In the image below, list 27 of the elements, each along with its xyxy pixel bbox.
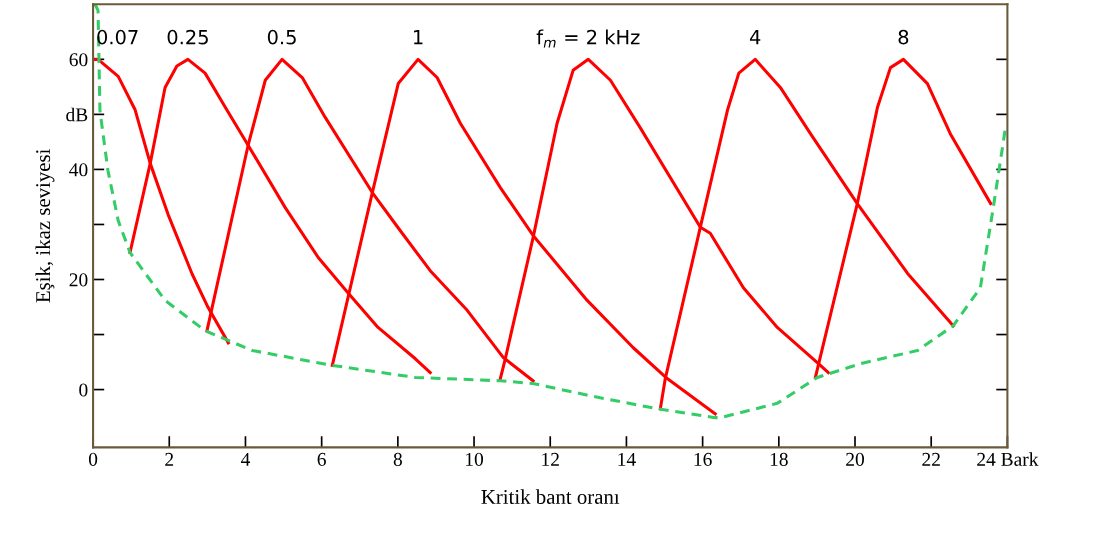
x-tick-label: 20 <box>846 452 864 466</box>
y-tick-label: 20 <box>69 273 88 287</box>
series-label: 8 <box>898 29 909 45</box>
y-tick-label: 40 <box>69 163 88 177</box>
y-axis-title: Eşik, ikaz seviyesi <box>35 149 55 303</box>
series-label: 0.25 <box>167 29 208 45</box>
x-tick-label: 6 <box>317 452 326 466</box>
y-tick-label: 60 <box>69 53 88 67</box>
x-axis-title: Kritik bant oranı <box>481 489 620 504</box>
y-tick-label: 0 <box>79 383 88 397</box>
series-label: 0.07 <box>97 29 138 45</box>
series-label: 1 <box>413 30 423 45</box>
x-tick-label: 16 <box>694 452 712 466</box>
y-tick-label: dB <box>66 107 88 122</box>
series-label: 4 <box>749 30 761 45</box>
x-tick-label: 14 <box>618 452 636 466</box>
x-tick-label: 22 <box>922 452 940 466</box>
series-label: 0.5 <box>267 29 296 45</box>
x-tick-label: 24 Bark <box>977 452 1039 466</box>
series-label: f$_{m}$ = 2 kHz <box>536 29 640 48</box>
x-tick-label: 8 <box>393 452 402 466</box>
x-tick-label: 10 <box>466 452 484 466</box>
x-tick-label: 18 <box>770 452 788 466</box>
x-tick-label: 12 <box>542 452 559 466</box>
x-tick-label: 2 <box>165 452 174 466</box>
x-tick-label: 4 <box>240 452 251 466</box>
x-tick-label: 0 <box>88 452 98 466</box>
